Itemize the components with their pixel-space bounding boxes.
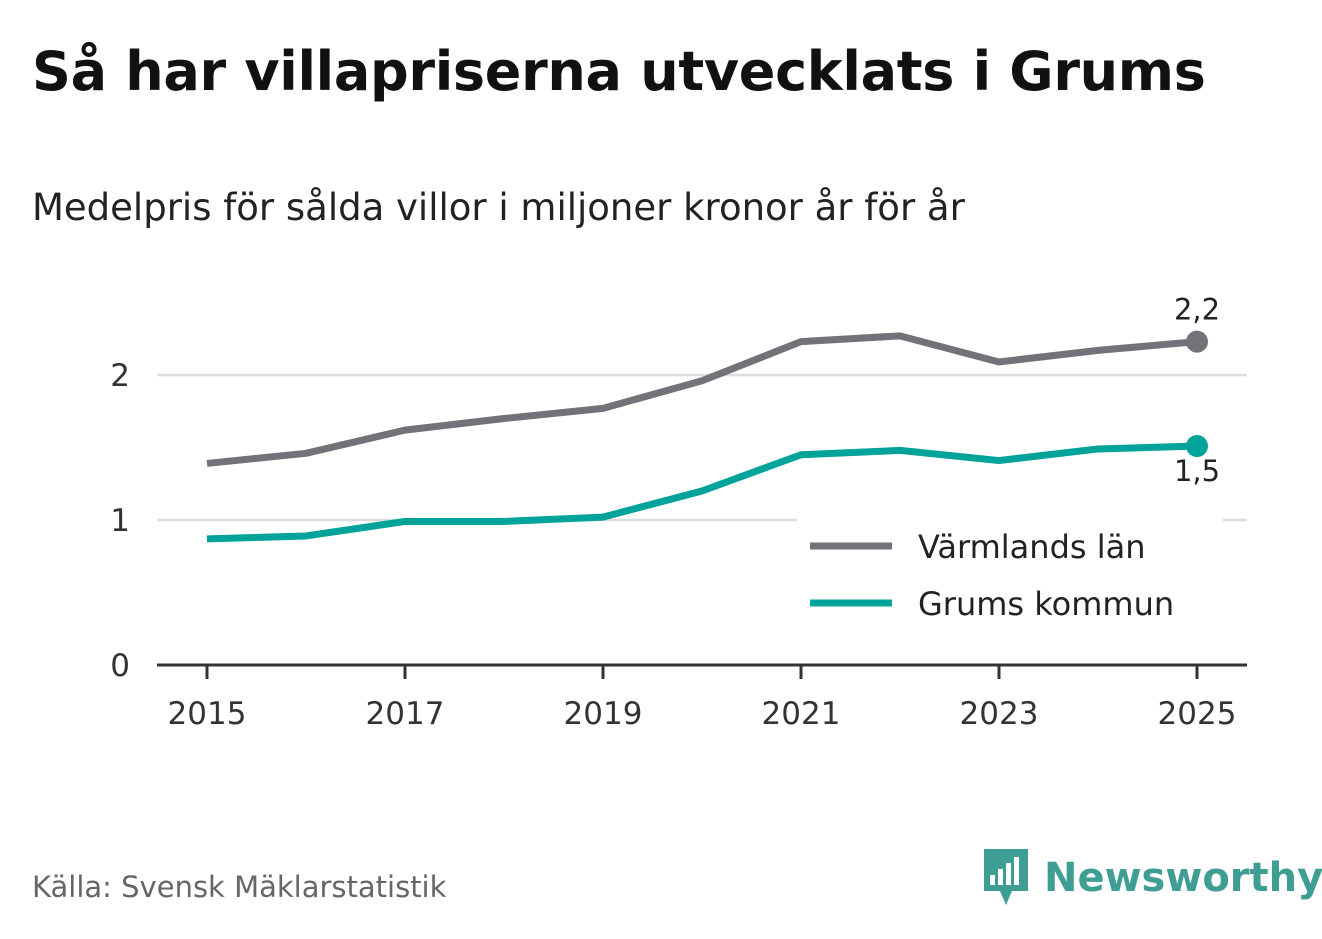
legend: Värmlands län Grums kommun bbox=[797, 515, 1223, 635]
y-tick-label-1: 1 bbox=[110, 503, 130, 539]
series-line-grums bbox=[206, 442, 1198, 543]
y-tick-label-2: 2 bbox=[110, 358, 130, 394]
chart-title: Så har villapriserna utvecklats i Grums bbox=[32, 40, 1206, 103]
x-tick-label-2023: 2023 bbox=[960, 696, 1039, 732]
series-line-varmland bbox=[206, 332, 1198, 467]
series-lines bbox=[206, 332, 1198, 543]
end-label-varmland: 2,2 bbox=[1174, 293, 1220, 327]
x-tick-label-2025: 2025 bbox=[1158, 696, 1237, 732]
brand-name: Newsworthy bbox=[1044, 855, 1322, 901]
x-tick-label-2015: 2015 bbox=[168, 696, 247, 732]
y-tick-label-0: 0 bbox=[110, 648, 130, 684]
legend-label-grums: Grums kommun bbox=[918, 585, 1174, 623]
chart-subtitle: Medelpris för sålda villor i miljoner kr… bbox=[32, 186, 965, 229]
brand-logo: Newsworthy bbox=[982, 848, 1322, 908]
y-axis-ticks: 0 1 2 bbox=[110, 358, 130, 684]
end-label-grums: 1,5 bbox=[1174, 454, 1220, 488]
x-tick-label-2021: 2021 bbox=[762, 696, 841, 732]
legend-background bbox=[797, 515, 1223, 635]
end-markers: 2,2 1,5 bbox=[1174, 293, 1220, 488]
x-axis: 2015 2017 2019 2021 2023 2025 bbox=[157, 663, 1247, 732]
source-note: Källa: Svensk Mäklarstatistik bbox=[32, 870, 447, 904]
x-tick-label-2017: 2017 bbox=[366, 696, 445, 732]
newsworthy-logo-icon bbox=[984, 849, 1028, 905]
end-point-varmland bbox=[1186, 330, 1208, 353]
end-point-grums bbox=[1186, 435, 1208, 458]
legend-label-varmland: Värmlands län bbox=[918, 528, 1146, 566]
x-tick-label-2019: 2019 bbox=[564, 696, 643, 732]
